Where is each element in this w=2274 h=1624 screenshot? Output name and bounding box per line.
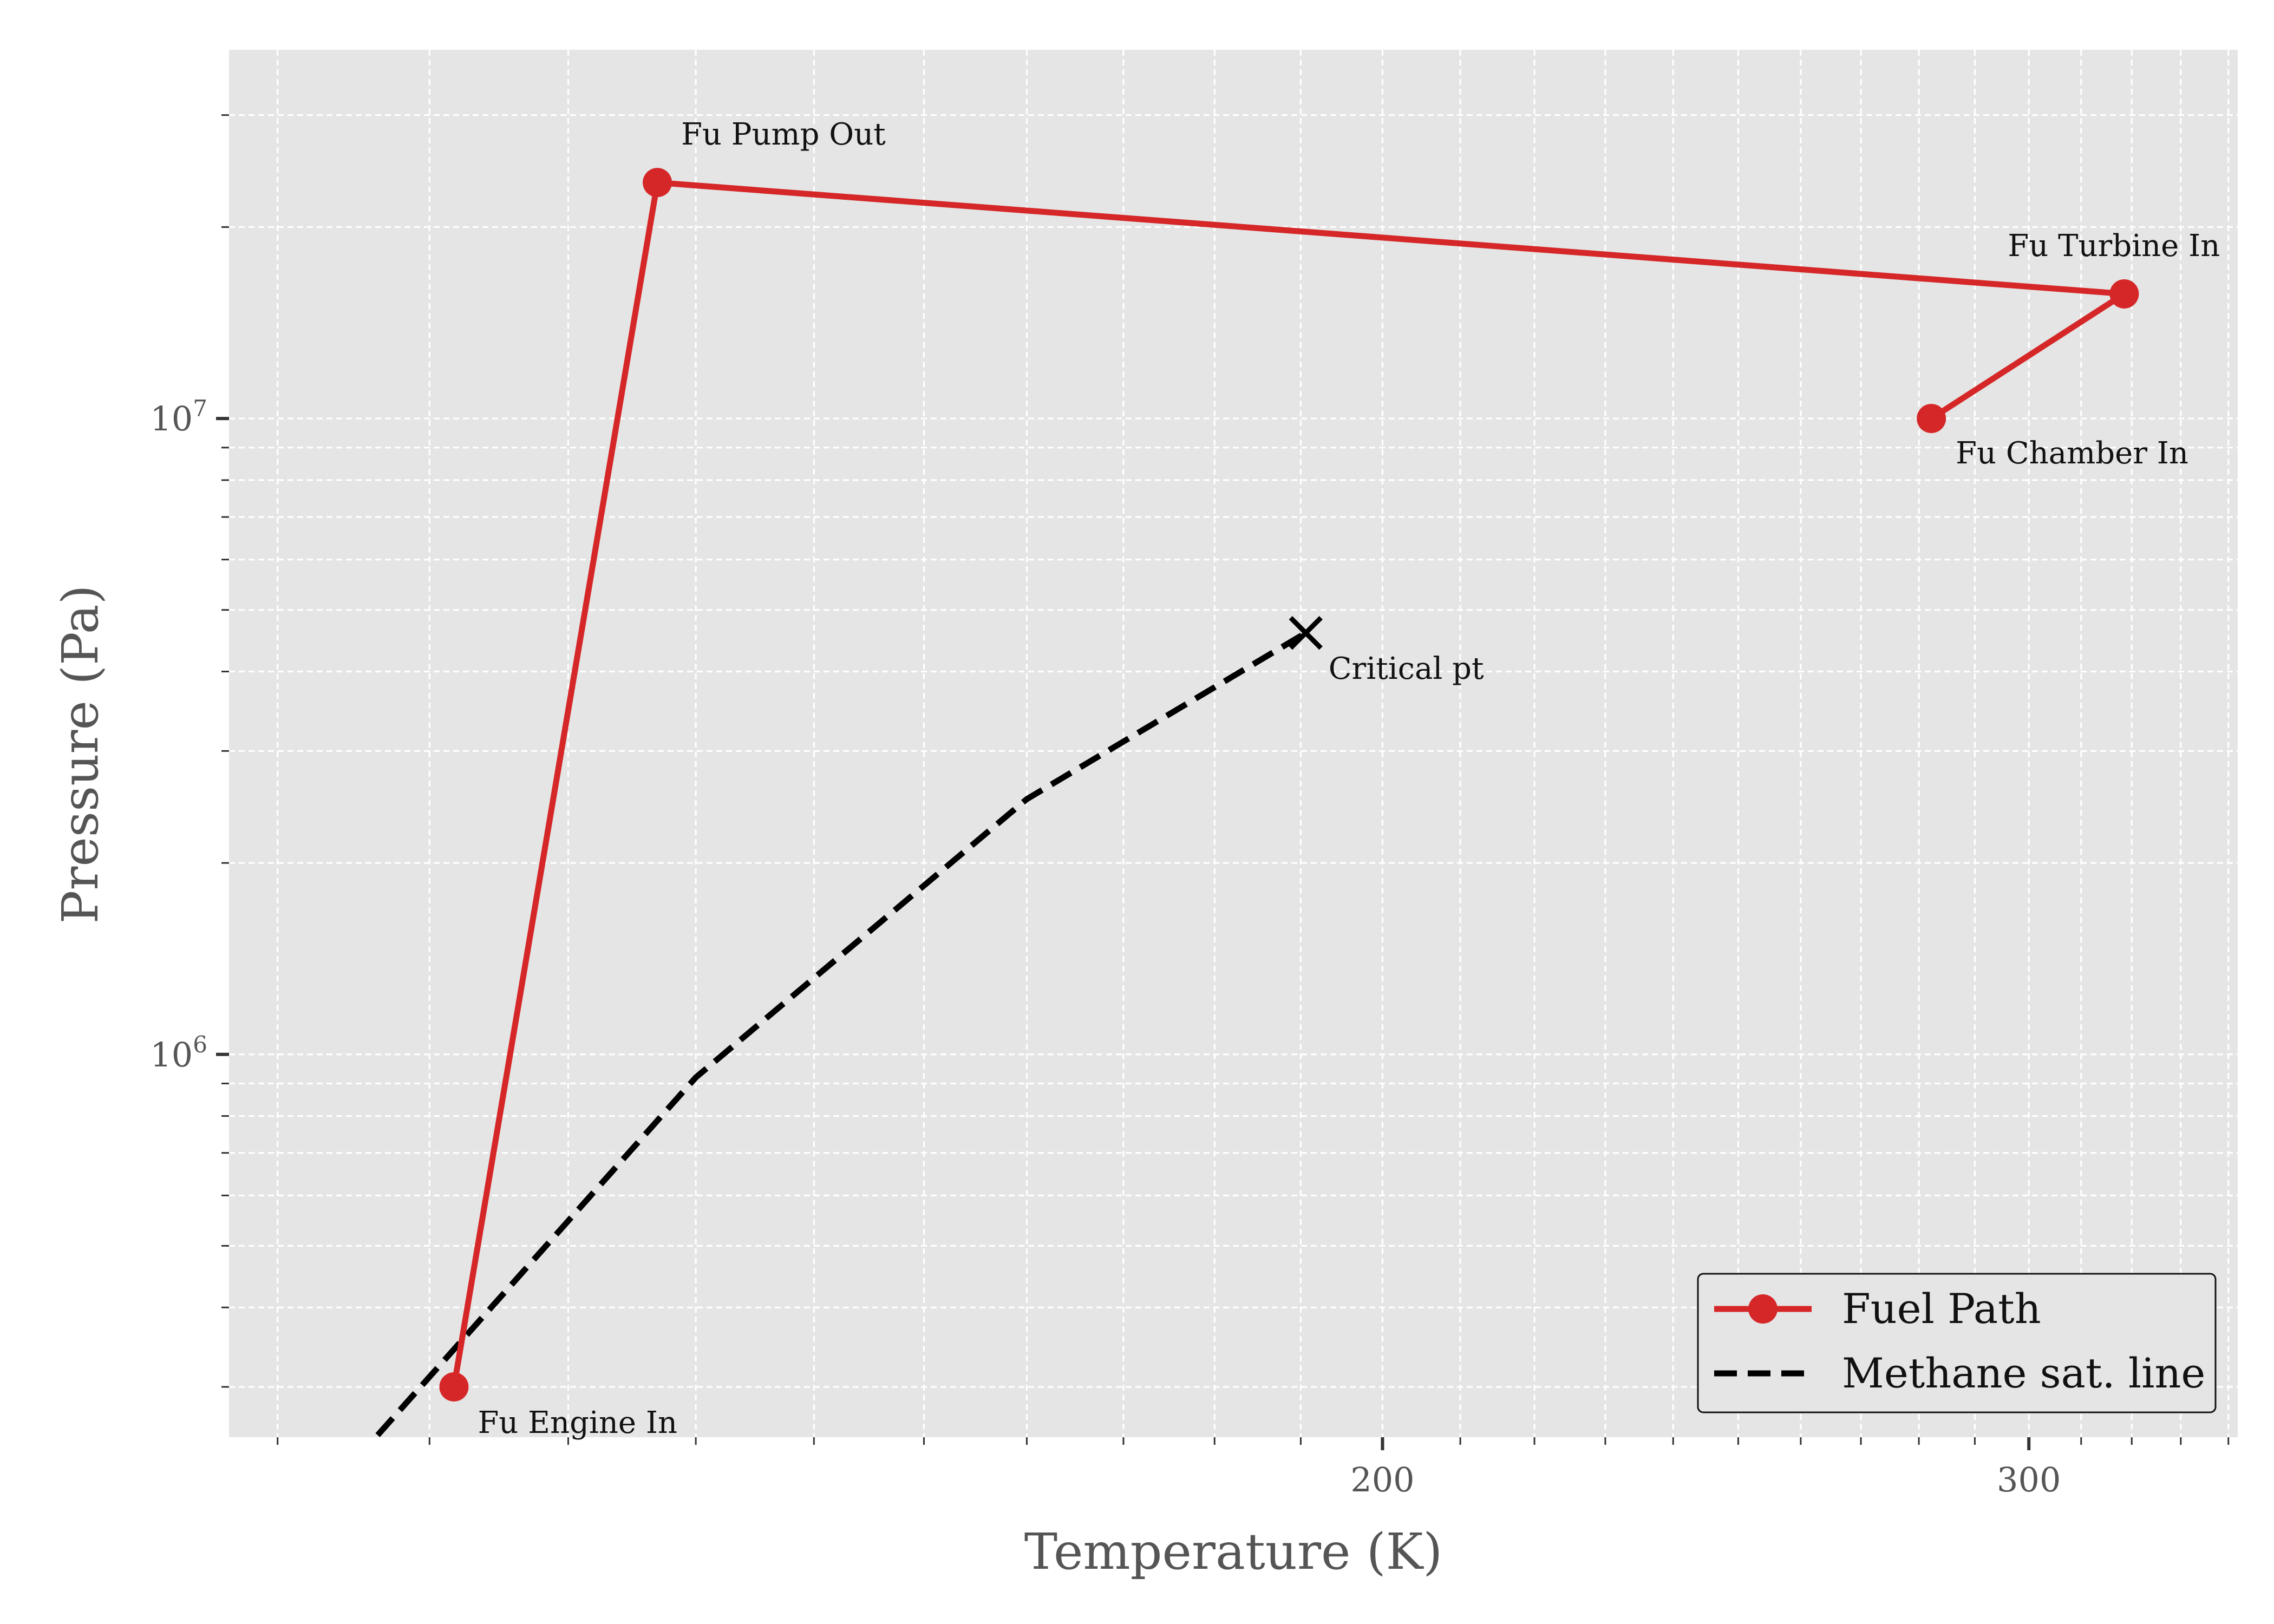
series-fuel-path: [450, 179, 2127, 1387]
series-methane-sat-line: [371, 630, 1308, 1437]
fuel-path-point: [439, 1372, 469, 1402]
x-tick-label: 300: [1997, 1460, 2061, 1499]
y-axis-title: Pressure (Pa): [51, 585, 109, 924]
legend-marker-fuel-path: [1748, 1294, 1778, 1324]
point-label: Fu Pump Out: [681, 117, 886, 152]
point-label: Fu Turbine In: [2008, 228, 2220, 264]
axis-ticks: [216, 114, 2230, 1450]
y-tick-label: 107: [150, 395, 207, 438]
critical-point-label: Critical pt: [1329, 651, 1484, 686]
y-tick-label: 106: [150, 1031, 207, 1075]
legend-label-methane-sat-line: Methane sat. line: [1842, 1349, 2205, 1397]
tick-labels: 200 300 106 107: [150, 395, 2061, 1499]
critical-point-marker: [1289, 616, 1323, 650]
point-label: Fu Chamber In: [1956, 436, 2188, 471]
major-grid: [229, 50, 2238, 1437]
point-annotations: Fu Engine In Fu Pump Out Fu Turbine In Fu C…: [478, 117, 2220, 1440]
legend-box: [1697, 1273, 2217, 1413]
series-layer: [371, 168, 2139, 1437]
fuel-path-point: [643, 168, 672, 198]
fuel-path-point: [2109, 279, 2139, 309]
point-label: Fu Engine In: [478, 1405, 677, 1440]
x-tick-label: 200: [1350, 1460, 1414, 1499]
fuel-path-point: [1917, 404, 1946, 434]
legend-label-fuel-path: Fuel Path: [1842, 1285, 2041, 1333]
plot-area: [229, 50, 2238, 1437]
x-axis-title: Temperature (K): [1024, 1523, 1442, 1581]
legend: Fuel Path Methane sat. line: [1697, 1273, 2217, 1413]
